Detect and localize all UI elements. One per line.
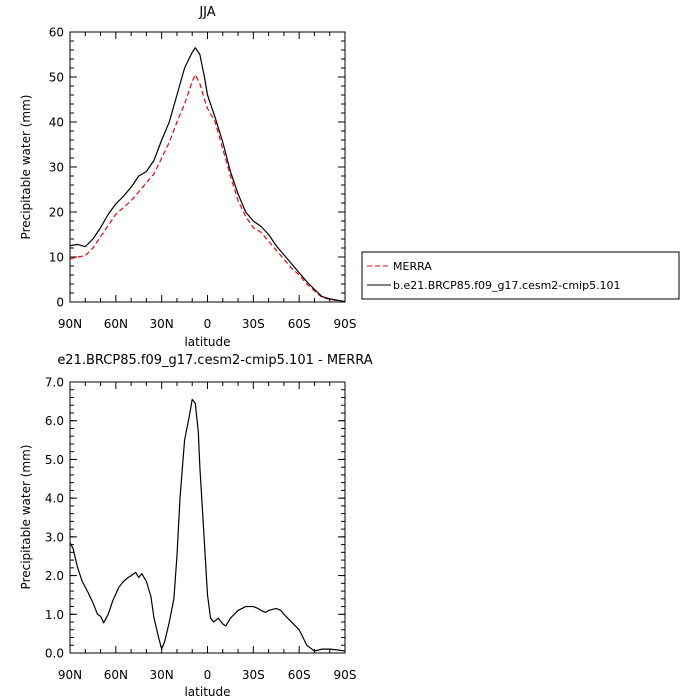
top-x-axis-label: latitude [184,335,230,349]
bottom-chart-title: e21.BRCP85.f09_g17.cesm2-cmip5.101 - MER… [57,353,372,368]
bottom-y-tick-label: 0.0 [45,647,64,661]
bottom-y-tick-label: 7.0 [45,376,64,390]
legend-label-model: b.e21.BRCP85.f09_g17.cesm2-cmip5.101 [393,279,621,292]
top-x-tick-label: 60N [104,317,128,331]
top-y-tick-label: 0 [56,296,64,310]
top-y-tick-label: 20 [49,206,64,220]
top-series-line-b [69,47,346,303]
bottom-x-tick-label: 60N [104,668,128,682]
bottom-panel-axes: 90N 60N 30N 0 30S 60S 90S 0.0 1.0 2.0 3.0 4.0 5.0 6.0… [45,376,357,683]
bottom-x-tick-label: 0 [204,668,212,682]
bottom-y-tick-label: 1.0 [45,608,64,622]
bottom-y-tick-label: 4.0 [45,492,64,506]
legend: MERRA b.e21.BRCP85.f09_g17.cesm2-cmip5.1… [361,251,680,300]
top-plot-frame [69,31,346,303]
bottom-x-tick-label: 60S [288,668,311,682]
top-chart-title: JJA [198,5,215,20]
top-panel-lines [69,47,346,303]
top-x-tick-label: 90N [58,317,82,331]
bottom-y-tick-label: 5.0 [45,453,64,467]
top-series-line-merra [69,74,346,303]
top-y-axis-label: Precipitable water (mm) [19,95,33,240]
top-panel-axes: 90N 60N 30N 0 30S 60S 90S 0 10 20 30 40 50 60 [49,26,357,332]
bottom-y-tick-label: 3.0 [45,530,64,544]
top-x-tick-label: 0 [204,317,212,331]
bottom-y-tick-label: 6.0 [45,414,64,428]
bottom-panel-lines [69,398,346,652]
top-y-tick-label: 40 [49,116,64,130]
bottom-y-tick-label: 2.0 [45,569,64,583]
legend-box [361,251,680,300]
top-x-tick-label: 30N [150,317,174,331]
bottom-panel: 90N 60N 30N 0 30S 60S 90S 0.0 1.0 2.0 3.0 4.0 5.0 6.0… [19,353,373,699]
top-x-tick-label: 60S [288,317,311,331]
bottom-x-tick-label: 90S [334,668,357,682]
top-x-tick-label: 30S [242,317,265,331]
bottom-x-axis-label: latitude [184,685,230,699]
bottom-x-tick-label: 90N [58,668,82,682]
top-panel: 90N 60N 30N 0 30S 60S 90S 0 10 20 30 40 50 60 JJA lat… [19,5,356,349]
bottom-y-axis-label: Precipitable water (mm) [19,445,33,590]
bottom-x-tick-label: 30N [150,668,174,682]
top-y-tick-label: 30 [49,161,64,175]
bottom-plot-frame [69,381,346,654]
legend-label-merra: MERRA [393,260,432,273]
bottom-x-tick-label: 30S [242,668,265,682]
top-y-tick-label: 60 [49,26,64,40]
top-y-tick-label: 50 [49,71,64,85]
top-y-tick-label: 10 [49,251,64,265]
top-x-tick-label: 90S [334,317,357,331]
bottom-series-line-difference [69,398,346,652]
